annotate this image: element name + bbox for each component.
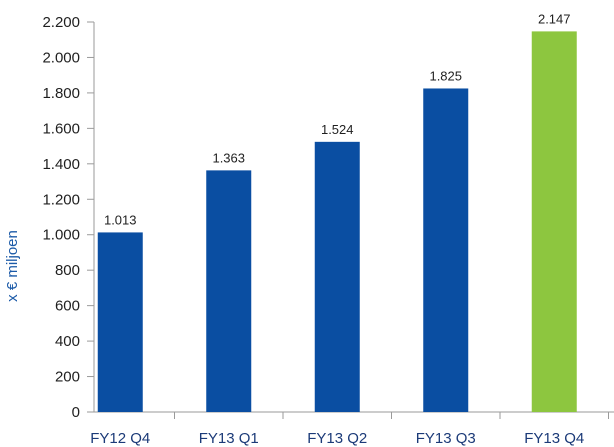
bars [97, 31, 577, 413]
data-label: 1.363 [212, 150, 245, 165]
y-tick-label: 200 [55, 369, 80, 386]
y-axis-title: x € miljoen [4, 230, 21, 302]
y-tick-label: 2.000 [42, 49, 80, 66]
data-label: 1.524 [321, 122, 354, 137]
bar [423, 88, 469, 413]
y-tick-label: 600 [55, 298, 80, 315]
y-tick-label: 400 [55, 333, 80, 350]
data-label: 1.013 [104, 212, 137, 227]
bar [206, 170, 252, 412]
y-tick-label: 0 [72, 404, 80, 421]
data-label: 2.147 [538, 11, 571, 26]
x-tick-label: FY13 Q4 [524, 430, 584, 447]
y-tick-label: 1.400 [42, 156, 80, 173]
y-tick-label: 800 [55, 262, 80, 279]
x-tick-label: FY12 Q4 [90, 430, 150, 447]
y-tick-label: 1.200 [42, 191, 80, 208]
x-tick-label: FY13 Q3 [416, 430, 476, 447]
bar [314, 141, 360, 412]
bar [531, 31, 577, 413]
data-label: 1.825 [429, 68, 462, 83]
labels: 0 200 400 600 800 1.000 1.200 1.400 1.600 1.800 2.… [42, 11, 584, 447]
x-tick-label: FY13 Q2 [307, 430, 367, 447]
y-tick-label: 1.800 [42, 85, 80, 102]
x-tick-label: FY13 Q1 [199, 430, 259, 447]
y-tick-label: 2.200 [42, 14, 80, 31]
y-tick-label: 1.000 [42, 227, 80, 244]
bar [97, 232, 143, 412]
axes [87, 21, 614, 419]
y-tick-label: 1.600 [42, 120, 80, 137]
